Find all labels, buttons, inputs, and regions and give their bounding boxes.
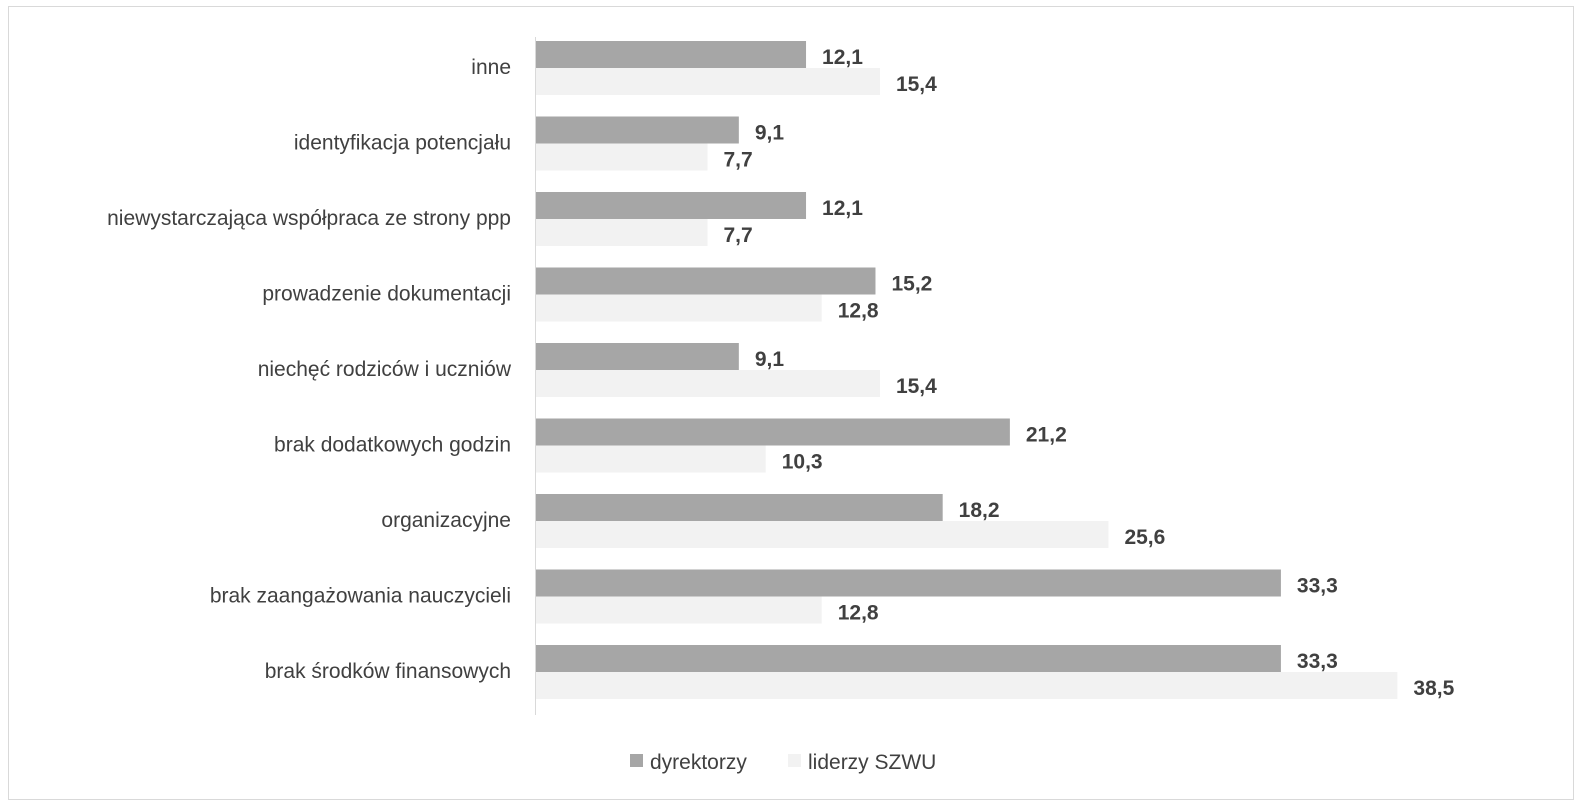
bar-dyrektorzy	[535, 645, 1281, 672]
data-label: 33,3	[1297, 650, 1338, 673]
legend-label: liderzy SZWU	[808, 751, 936, 774]
data-label: 33,3	[1297, 575, 1338, 598]
bar-dyrektorzy	[535, 418, 1010, 446]
category-label: brak środków finansowych	[265, 660, 511, 683]
data-label: 12,8	[838, 300, 879, 323]
data-label: 12,1	[822, 197, 863, 220]
data-label: 10,3	[782, 451, 823, 474]
legend-swatch-liderzy	[788, 754, 801, 767]
bar-dyrektorzy	[535, 41, 807, 68]
bar-liderzy	[535, 294, 822, 322]
data-label: 18,2	[959, 499, 1000, 522]
bar-liderzy	[535, 521, 1109, 548]
chart-frame: inne 12,1 15,4 identyfikacja potencjału 9,1 7…	[8, 6, 1574, 800]
data-label: 21,2	[1026, 424, 1067, 447]
bar-liderzy	[535, 370, 880, 397]
bar-dyrektorzy	[535, 116, 739, 144]
data-label: 9,1	[755, 348, 785, 371]
category-label: identyfikacja potencjału	[294, 132, 511, 155]
bar-dyrektorzy	[535, 569, 1281, 597]
bar-liderzy	[535, 672, 1398, 699]
data-label: 7,7	[723, 224, 752, 247]
category-label: niechęć rodziców i uczniów	[258, 358, 512, 381]
bar-dyrektorzy	[535, 343, 739, 370]
category-label: brak zaangażowania nauczycieli	[210, 585, 511, 608]
data-label: 15,4	[896, 375, 937, 398]
category-label: prowadzenie dokumentacji	[262, 283, 511, 306]
bar-liderzy	[535, 68, 880, 95]
category-label: niewystarczająca współpraca ze strony pp…	[107, 207, 511, 230]
data-label: 15,4	[896, 73, 937, 96]
legend-swatch-dyrektorzy	[630, 754, 643, 767]
legend-label: dyrektorzy	[650, 751, 747, 774]
bar-dyrektorzy	[535, 494, 943, 521]
bar-dyrektorzy	[535, 192, 807, 219]
bar-liderzy	[535, 143, 708, 171]
bar-liderzy	[535, 219, 708, 246]
category-label: brak dodatkowych godzin	[274, 434, 511, 457]
bar-liderzy	[535, 596, 822, 624]
bar-dyrektorzy	[535, 267, 876, 295]
data-label: 9,1	[755, 122, 785, 145]
category-label: organizacyjne	[381, 509, 511, 532]
data-label: 12,1	[822, 46, 863, 69]
data-label: 38,5	[1413, 677, 1454, 700]
data-label: 7,7	[723, 149, 752, 172]
data-label: 15,2	[891, 273, 932, 296]
category-label: inne	[471, 56, 511, 79]
data-label: 12,8	[838, 602, 879, 625]
data-label: 25,6	[1124, 526, 1165, 549]
bar-liderzy	[535, 445, 766, 473]
